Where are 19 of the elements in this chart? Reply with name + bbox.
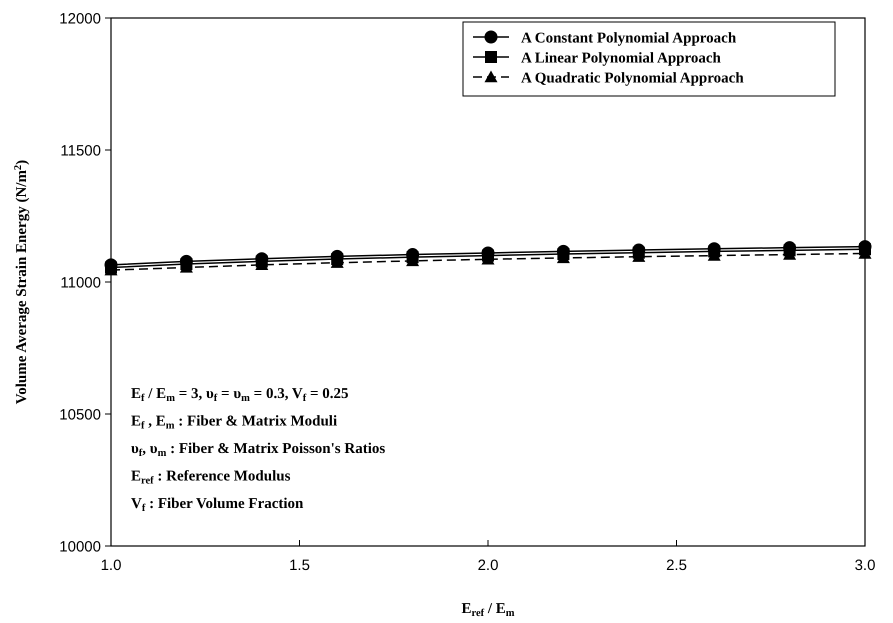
- annotation: V$_{f}$ : Fiber Volume Fraction: [131, 496, 304, 514]
- x-tick-label: 1.0: [100, 557, 122, 574]
- x-tick-label: 1.5: [289, 557, 310, 574]
- x-tick-label: 2.5: [666, 557, 687, 574]
- annotation: E$_{f}$ , E$_{m}$ : Fiber & Matrix Moduli: [131, 414, 338, 432]
- text: E$_{f}$ / E$_{m}$ = 3, υ$_{f}$ = υ$_{m}$ = 0.3, V$_{f}$ = 0.25: [131, 386, 349, 404]
- legend-label: A Linear Polynomial Approach: [521, 50, 722, 66]
- legend-label: A Constant Polynomial Approach: [521, 30, 737, 46]
- y-tick-label: 10500: [59, 406, 101, 424]
- legend-label: A Quadratic Polynomial Approach: [521, 70, 744, 86]
- y-tick-label: 12000: [59, 10, 101, 28]
- annotation: υ$_{f}$, υ$_{m}$ : Fiber & Matrix Poisson's Ratios: [131, 441, 386, 459]
- y-tick-label: 11000: [60, 274, 101, 292]
- annotation: E$_{ref}$ : Reference Modulus: [131, 468, 291, 486]
- x-tick-label: 3.0: [854, 557, 876, 574]
- y-tick-label: 10000: [59, 538, 101, 556]
- x-axis-title: E$_{ref}$ / E$_{m}$: [461, 601, 515, 619]
- y-tick-label: 11500: [60, 142, 101, 160]
- x-tick-label: 2.0: [478, 557, 498, 574]
